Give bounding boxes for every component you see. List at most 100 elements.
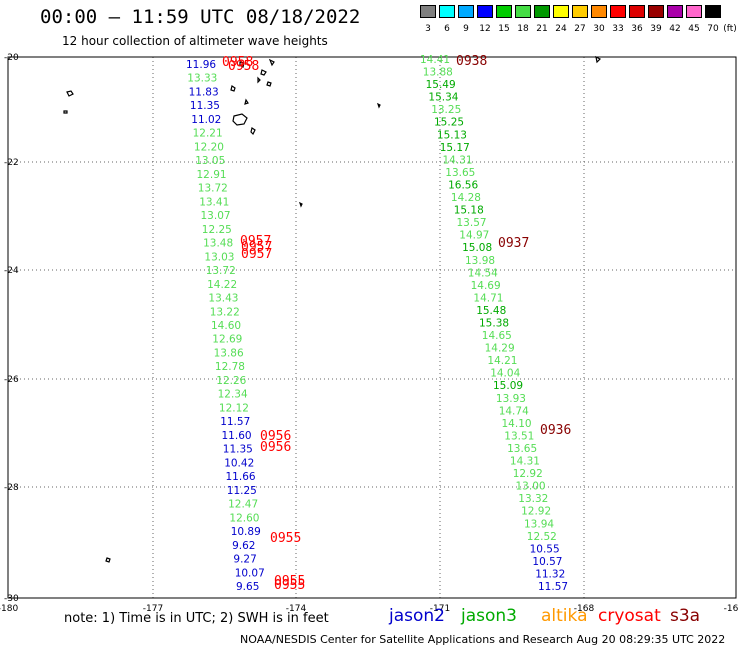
- pass-time-labels: 0958095809570957095709560956095509550955…: [222, 54, 571, 593]
- wave-height-value: 12.91: [197, 169, 227, 181]
- colorbar-swatch: [420, 5, 436, 18]
- wave-height-value: 14.22: [207, 279, 237, 291]
- colorbar-swatch: [705, 5, 721, 18]
- colorbar-label: 30: [593, 24, 605, 34]
- wave-height-value: 9.62: [232, 540, 255, 552]
- pass-time-label: 0958: [222, 55, 253, 70]
- colorbar-swatch: [458, 5, 474, 18]
- legend-altika: altika: [541, 606, 588, 626]
- wave-height-value: 13.48: [203, 238, 233, 250]
- wave-height-value: 11.25: [227, 485, 257, 497]
- wave-height-value: 11.02: [191, 114, 221, 126]
- wave-height-value: 10.57: [532, 556, 562, 568]
- colorbar-label: 21: [536, 24, 548, 34]
- legend-jason3: jason3: [461, 606, 517, 626]
- wave-height-value: 12.20: [194, 141, 224, 153]
- map-border: [7, 56, 737, 599]
- island-outlines: [63, 55, 602, 563]
- colorbar-label: 27: [574, 24, 586, 34]
- wave-height-value: 13.51: [504, 430, 534, 442]
- wave-height-value: 13.65: [507, 443, 537, 455]
- colorbar-swatch: [591, 5, 607, 18]
- pass-time-label: 0936: [540, 423, 571, 438]
- latitude-label: -22: [4, 158, 19, 168]
- wave-height-value: 12.12: [219, 402, 249, 414]
- latitude-label: -26: [4, 375, 19, 385]
- wave-height-value: 14.31: [443, 154, 473, 166]
- wave-height-value: 11.83: [189, 87, 219, 99]
- wave-height-value: 15.38: [479, 318, 509, 330]
- island-outline: [105, 557, 111, 563]
- colorbar-swatch: [515, 5, 531, 18]
- legend-cryosat: cryosat: [598, 606, 661, 626]
- wave-height-value: 15.08: [462, 242, 492, 254]
- wave-height-value: 15.18: [454, 205, 484, 217]
- colorbar-label: 9: [463, 24, 469, 34]
- wave-height-value: 15.09: [493, 380, 523, 392]
- latitude-label: -28: [4, 483, 19, 493]
- pass-time-label: 0955: [270, 531, 301, 546]
- colorbar-swatch: [629, 5, 645, 18]
- pass-time-label: 0956: [260, 429, 291, 444]
- pass-time-label: 0938: [456, 54, 487, 69]
- wave-height-value: 14.97: [459, 230, 489, 242]
- colorbar-swatch: [496, 5, 512, 18]
- wave-height-value: 10.89: [231, 526, 261, 538]
- colorbar-swatch: [648, 5, 664, 18]
- wave-height-value: 13.33: [187, 73, 217, 85]
- footnote: note: 1) Time is in UTC; 2) SWH is in fe…: [64, 611, 329, 626]
- wave-height-value: 13.86: [214, 348, 244, 360]
- wave-height-value: 12.25: [202, 224, 232, 236]
- pass-time-label: 0957: [241, 240, 272, 255]
- wave-height-value: 13.32: [518, 493, 548, 505]
- colorbar-swatch: [667, 5, 683, 18]
- pass-time-label: 0955: [274, 578, 305, 593]
- credit-footer: NOAA/NESDIS Center for Satellite Applica…: [240, 633, 726, 646]
- island-outline: [268, 58, 275, 67]
- wave-height-value: 10.42: [224, 457, 254, 469]
- pass-time-label: 0955: [274, 574, 305, 589]
- longitude-label: -168: [574, 604, 595, 614]
- island-outline: [239, 61, 245, 68]
- latitude-label: -24: [4, 266, 19, 276]
- wave-height-value: 12.92: [513, 468, 543, 480]
- wave-height-value: 13.41: [199, 196, 229, 208]
- wave-height-value: 13.05: [195, 155, 225, 167]
- colorbar-label: 6: [444, 24, 450, 34]
- wave-height-value: 13.65: [445, 167, 475, 179]
- longitude-label: -171: [430, 604, 450, 614]
- wave-height-value: 11.60: [222, 430, 252, 442]
- wave-height-value: 12.78: [215, 361, 245, 373]
- colorbar-swatch: [572, 5, 588, 18]
- wave-height-value: 13.57: [457, 217, 487, 229]
- island-outline: [257, 76, 261, 84]
- colorbar-label: 24: [555, 24, 567, 34]
- colorbar-label: 12: [479, 24, 491, 34]
- wave-height-value: 11.57: [538, 581, 568, 593]
- wave-height-value: 11.32: [535, 569, 565, 581]
- wave-height-value: 13.03: [204, 251, 234, 263]
- colorbar-unit: (ft): [723, 24, 737, 34]
- map-frame: [7, 56, 737, 599]
- wave-height-value: 13.07: [201, 210, 231, 222]
- wave-height-value: 14.65: [482, 330, 512, 342]
- colorbar-swatch: [439, 5, 455, 18]
- longitude-label: -177: [143, 604, 163, 614]
- wave-height-value: 11.35: [190, 100, 220, 112]
- colorbar-label: 18: [517, 24, 529, 34]
- wave-height-value: 9.65: [236, 581, 259, 593]
- wave-height-value: 14.10: [502, 418, 532, 430]
- wave-height-value: 9.27: [233, 554, 256, 566]
- wave-height-value: 14.29: [485, 343, 515, 355]
- wave-height-value: 15.13: [437, 129, 467, 141]
- wave-height-value: 15.25: [434, 117, 464, 129]
- wave-height-value: 13.25: [431, 104, 461, 116]
- wave-height-value: 12.69: [212, 334, 242, 346]
- wave-height-value: 16.56: [448, 180, 478, 192]
- island-outline: [260, 69, 267, 76]
- colorbar-swatch: [477, 5, 493, 18]
- wave-height-value: 14.28: [451, 192, 481, 204]
- wave-height-value: 14.54: [468, 267, 498, 279]
- colorbar-label: 70: [707, 24, 719, 34]
